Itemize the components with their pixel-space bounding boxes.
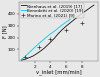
Nienhaus et al. (2019) [17] [44,48,45,49]
Line: Nienhaus et al. (2019) [17]: Nienhaus et al. (2019) [17] [21,5,94,60]
Legend: Nienhaus et al. (2019) [17], Benedetti et al. (2020) [19], Marino et al. (2021) : Nienhaus et al. (2019) [17], Benedetti e… [20,3,84,18]
Nienhaus et al. (2019) [17] [58,33,59,34]
X-axis label: v_inlet [mm/min]: v_inlet [mm/min] [36,69,81,75]
Benedetti et al. (2020) [19] [58,27,59,28]
Benedetti et al. (2020) [19] [25,56,26,57]
Marino et al. (2021) [9] [82,23,83,24]
Nienhaus et al. (2019) [17] [38,52,39,53]
Benedetti et al. (2020) [19] [32,48,34,49]
Benedetti et al. (2020) [19] [21,59,22,60]
Nienhaus et al. (2019) [17] [70,22,71,23]
Benedetti et al. (2020) [19] [54,31,55,32]
Benedetti et al. (2020) [19] [62,24,63,25]
Marino et al. (2021) [9] [50,38,51,39]
Benedetti et al. (2020) [19] [28,53,29,54]
Marino et al. (2021) [9] [25,57,26,58]
Nienhaus et al. (2019) [17] [21,60,22,61]
Nienhaus et al. (2019) [17] [78,16,79,17]
Nienhaus et al. (2019) [17] [74,19,75,20]
Marino et al. (2021) [9] [38,47,39,48]
Benedetti et al. (2020) [19] [38,43,39,44]
Y-axis label: F [N]: F [N] [2,25,7,38]
Nienhaus et al. (2019) [17] [93,5,95,6]
Nienhaus et al. (2019) [17] [89,7,91,8]
Benedetti et al. (2020) [19] [44,39,45,40]
Nienhaus et al. (2019) [17] [28,58,29,59]
Marino et al. (2021) [9] [66,29,67,30]
Nienhaus et al. (2019) [17] [48,43,50,44]
Benedetti et al. (2020) [19] [70,19,71,20]
Line: Marino et al. (2021) [9]: Marino et al. (2021) [9] [23,21,84,59]
Nienhaus et al. (2019) [17] [62,29,63,30]
Nienhaus et al. (2019) [17] [54,38,55,39]
Nienhaus et al. (2019) [17] [25,59,26,60]
Nienhaus et al. (2019) [17] [82,13,83,14]
Nienhaus et al. (2019) [17] [86,10,87,11]
Line: Benedetti et al. (2020) [19]: Benedetti et al. (2020) [19] [21,19,70,60]
